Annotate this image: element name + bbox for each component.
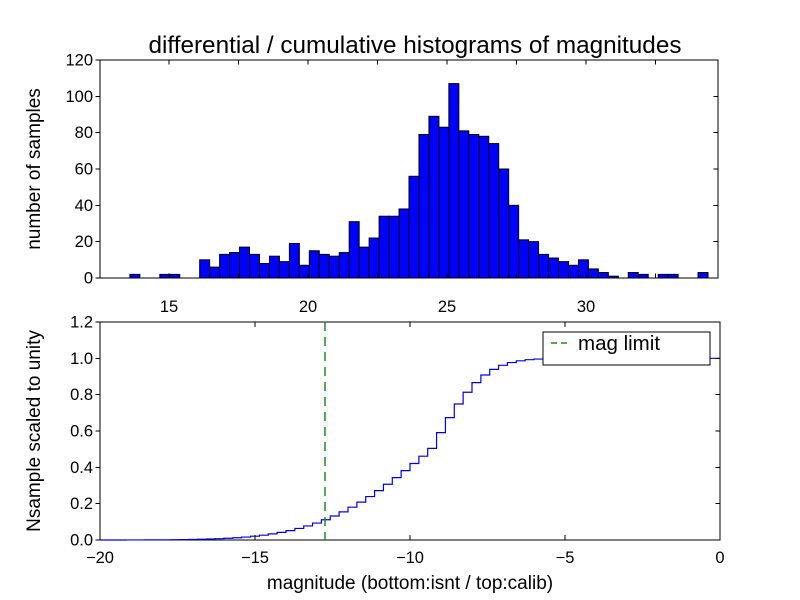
svg-text:30: 30: [577, 298, 595, 316]
svg-text:0.4: 0.4: [70, 459, 93, 477]
svg-text:0.8: 0.8: [70, 386, 93, 404]
svg-text:0: 0: [715, 549, 724, 567]
svg-text:magnitude (bottom:isnt / top:c: magnitude (bottom:isnt / top:calib): [267, 573, 553, 594]
svg-text:25: 25: [438, 298, 456, 316]
svg-text:0: 0: [84, 270, 93, 288]
svg-text:−5: −5: [556, 549, 575, 567]
svg-text:1.0: 1.0: [70, 350, 93, 368]
svg-text:120: 120: [65, 52, 93, 70]
svg-text:60: 60: [75, 161, 93, 179]
svg-text:mag limit: mag limit: [578, 332, 660, 355]
svg-text:20: 20: [75, 233, 93, 251]
svg-text:0.6: 0.6: [70, 423, 93, 441]
svg-text:−20: −20: [86, 549, 114, 567]
svg-text:15: 15: [160, 298, 178, 316]
svg-text:100: 100: [65, 88, 93, 106]
svg-text:Nsample scaled to unity: Nsample scaled to unity: [24, 330, 45, 532]
svg-text:−10: −10: [396, 549, 424, 567]
svg-text:differential / cumulative hist: differential / cumulative histograms of …: [148, 32, 681, 59]
svg-text:0.2: 0.2: [70, 495, 93, 513]
svg-text:−15: −15: [241, 549, 269, 567]
svg-text:0.0: 0.0: [70, 532, 93, 550]
svg-text:40: 40: [75, 197, 93, 215]
svg-text:80: 80: [75, 124, 93, 142]
svg-text:20: 20: [299, 298, 317, 316]
svg-text:number of samples: number of samples: [24, 88, 45, 250]
svg-text:1.2: 1.2: [70, 314, 93, 332]
